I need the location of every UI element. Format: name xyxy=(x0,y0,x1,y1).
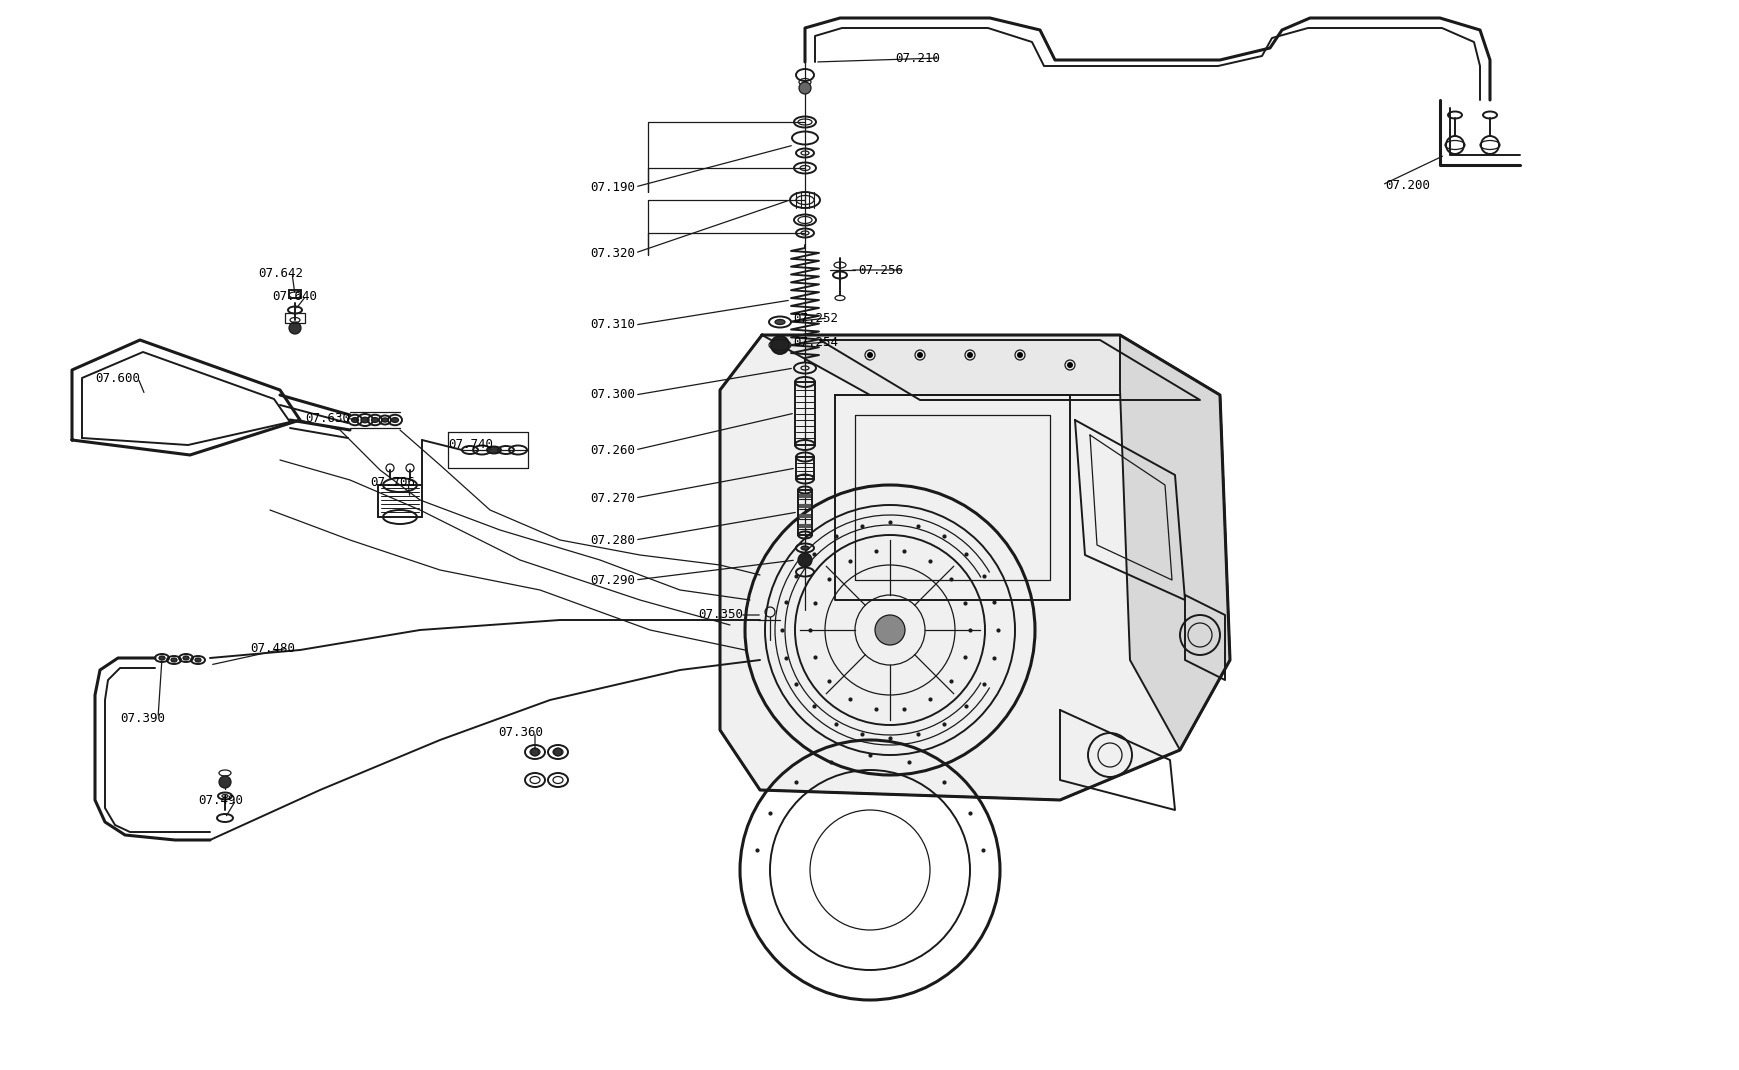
Circle shape xyxy=(798,553,812,567)
Circle shape xyxy=(553,748,562,756)
Text: 07.200: 07.200 xyxy=(1384,179,1429,192)
Circle shape xyxy=(770,336,788,354)
Circle shape xyxy=(868,353,871,357)
Ellipse shape xyxy=(360,417,369,423)
Circle shape xyxy=(530,748,539,756)
Text: 07.390: 07.390 xyxy=(120,712,165,724)
Ellipse shape xyxy=(170,658,177,662)
Text: 07.360: 07.360 xyxy=(497,725,543,738)
Text: 07.270: 07.270 xyxy=(590,491,635,504)
Text: 07.260: 07.260 xyxy=(590,443,635,457)
Text: 07.300: 07.300 xyxy=(590,388,635,401)
Circle shape xyxy=(967,353,972,357)
Text: 07.310: 07.310 xyxy=(590,319,635,332)
Ellipse shape xyxy=(487,446,501,454)
Ellipse shape xyxy=(183,656,190,660)
Text: 07.254: 07.254 xyxy=(793,336,838,349)
Circle shape xyxy=(1068,363,1071,367)
Circle shape xyxy=(219,776,231,788)
Polygon shape xyxy=(1120,335,1229,750)
Text: 07.706: 07.706 xyxy=(370,476,416,489)
Circle shape xyxy=(918,353,922,357)
Text: 07.320: 07.320 xyxy=(590,246,635,260)
Ellipse shape xyxy=(372,417,379,423)
Bar xyxy=(798,490,812,535)
Ellipse shape xyxy=(195,658,202,662)
Text: 07.210: 07.210 xyxy=(894,51,939,64)
Bar xyxy=(285,314,304,323)
Bar xyxy=(289,290,301,299)
Text: 07.252: 07.252 xyxy=(793,311,838,324)
Text: 07.640: 07.640 xyxy=(271,290,316,303)
Ellipse shape xyxy=(800,546,809,550)
Text: 07.280: 07.280 xyxy=(590,534,635,547)
Bar xyxy=(798,524,810,528)
Text: 07.490: 07.490 xyxy=(198,794,243,807)
Polygon shape xyxy=(720,335,1229,800)
Ellipse shape xyxy=(383,418,388,422)
Circle shape xyxy=(1017,353,1021,357)
Circle shape xyxy=(875,615,904,645)
Bar xyxy=(798,514,810,518)
Text: 07.630: 07.630 xyxy=(304,412,350,425)
Text: 07.480: 07.480 xyxy=(250,642,296,655)
Bar xyxy=(798,494,810,498)
Bar xyxy=(377,485,423,517)
Text: 07.190: 07.190 xyxy=(590,181,635,194)
Ellipse shape xyxy=(774,320,784,324)
Ellipse shape xyxy=(391,417,398,423)
Bar xyxy=(795,382,814,445)
Text: 07.290: 07.290 xyxy=(590,574,635,586)
Ellipse shape xyxy=(158,656,165,660)
Text: 07.740: 07.740 xyxy=(447,439,492,452)
Bar xyxy=(798,504,810,508)
Text: 07.350: 07.350 xyxy=(697,609,743,622)
Ellipse shape xyxy=(351,417,358,423)
Text: 07.256: 07.256 xyxy=(857,263,903,276)
Circle shape xyxy=(798,82,810,94)
Polygon shape xyxy=(762,335,1219,395)
Text: 07.600: 07.600 xyxy=(96,371,139,384)
Bar xyxy=(795,457,814,479)
Text: 07.642: 07.642 xyxy=(257,266,303,279)
Circle shape xyxy=(289,322,301,334)
